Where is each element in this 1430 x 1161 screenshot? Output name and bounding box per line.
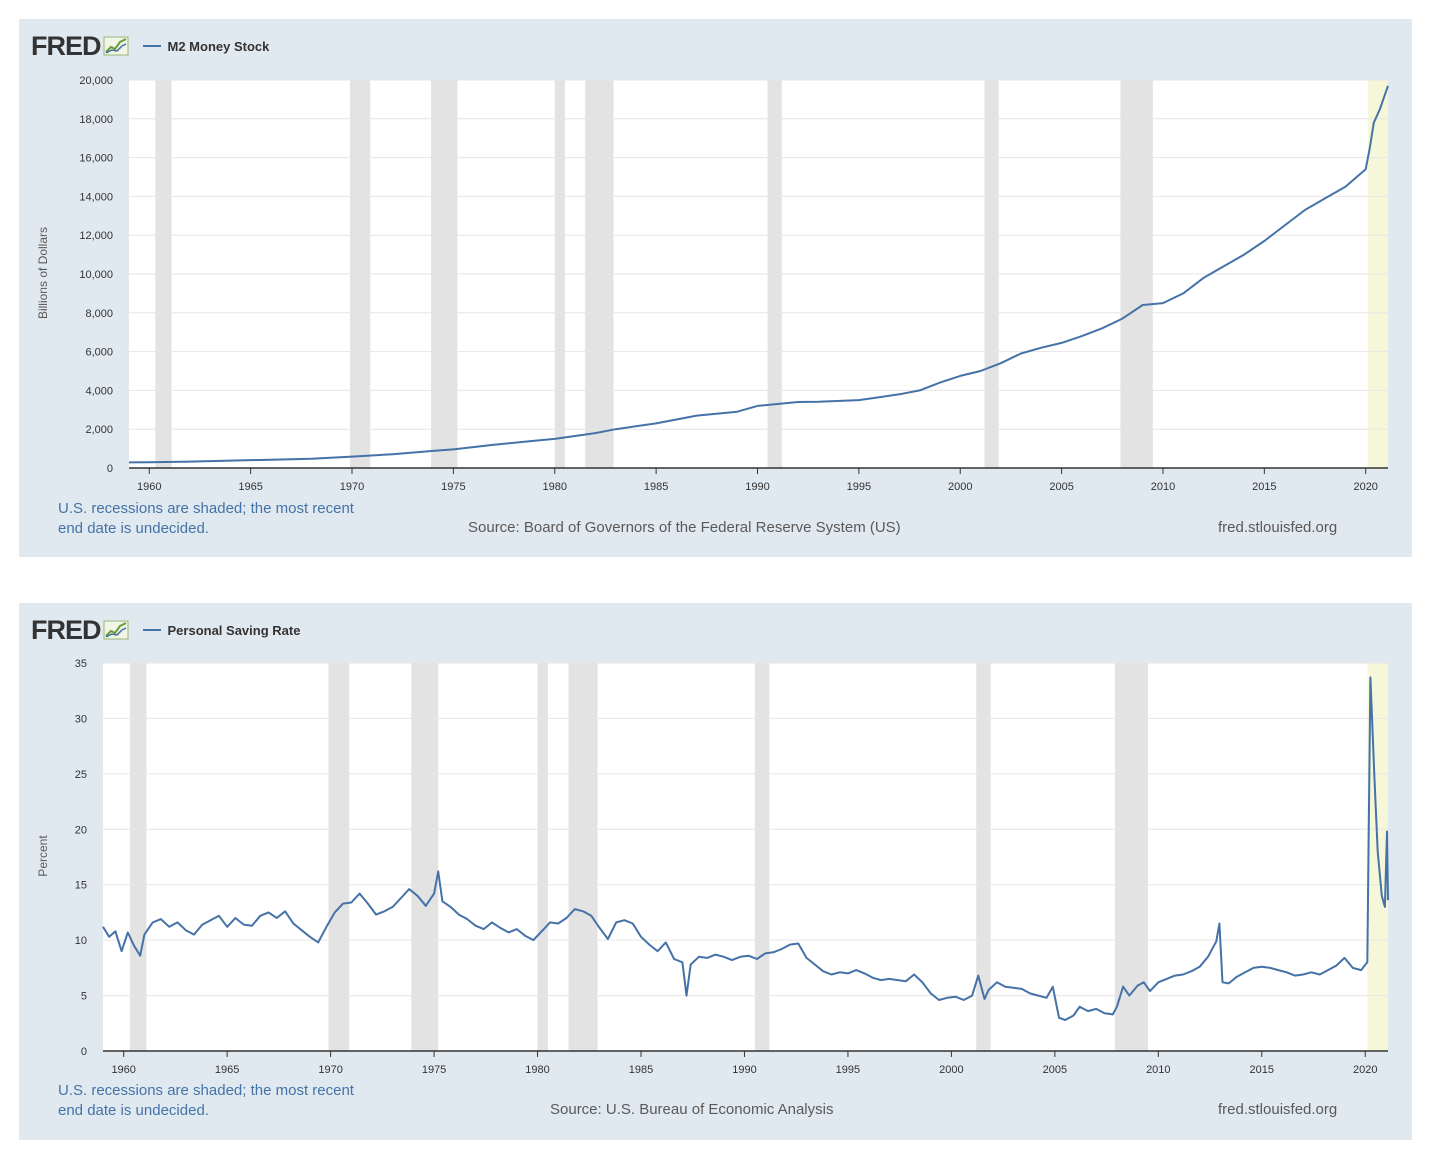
recession-note: U.S. recessions are shaded; the most rec… [58,1081,354,1121]
recession-band [129,663,147,1051]
y-tick-label: 20 [75,824,87,836]
y-tick-label: 8,000 [85,308,113,320]
x-tick-label: 2010 [1151,481,1175,493]
series-line[interactable] [128,85,1389,464]
x-tick-label: 1975 [441,481,465,493]
x-tick-label: 1990 [745,481,769,493]
recession-band [568,663,598,1051]
x-tick-label: 1975 [422,1064,446,1076]
x-tick-label: 1965 [215,1064,239,1076]
source-text: Source: Board of Governors of the Federa… [468,519,901,536]
y-tick-label: 35 [75,658,87,670]
y-tick-label: 6,000 [85,347,113,359]
y-tick-label: 18,000 [79,114,113,126]
saving-rate-line-chart[interactable]: 0 5 10 15 20 25 30 35 1960 1965 1970 1975 1980 1985 19… [19,603,1412,1140]
x-tick-label: 1970 [340,481,364,493]
y-tick-label: 0 [81,1046,87,1058]
chart-header: FRED M2 Money Stock [31,29,269,63]
source-text: Source: U.S. Bureau of Economic Analysis [550,1101,834,1118]
fred-chart-icon [103,620,128,640]
recession-note-line2: end date is undecided. [58,1102,209,1119]
recession-band [976,663,991,1051]
recession-band [754,663,770,1051]
x-tick-label: 1980 [525,1064,549,1076]
y-tick-label: 10,000 [79,269,113,281]
x-tick-label: 1980 [543,481,567,493]
legend-label: Personal Saving Rate [167,622,301,638]
x-tick-label: 2000 [939,1064,963,1076]
y-tick-label: 20,000 [79,75,113,87]
y-tick-label: 15 [75,880,87,892]
y-tick-label: 10 [75,935,87,947]
legend-line-swatch [142,45,161,47]
recession-note-line2: end date is undecided. [58,520,209,537]
y-tick-label: 0 [107,463,113,475]
m2-line-chart[interactable]: 0 2,000 4,000 6,000 8,000 10,000 12,000 14,000 1… [19,19,1412,557]
recession-note-line1: U.S. recessions are shaded; the most rec… [58,500,354,517]
x-tick-label: 1960 [137,481,161,493]
y-tick-label: 2,000 [85,424,113,436]
x-tick-label: 1985 [644,481,668,493]
x-tick-label: 2020 [1353,481,1377,493]
fred-logo: FRED [31,30,101,61]
legend-line-swatch [142,629,161,631]
legend[interactable]: Personal Saving Rate [142,622,301,638]
recession-band [537,663,548,1051]
fred-url-link[interactable]: fred.stlouisfed.org [1218,519,1338,536]
plot-area [103,663,1388,1051]
x-tick-label: 1995 [836,1064,860,1076]
x-tick-label: 2020 [1353,1064,1377,1076]
y-tick-label: 12,000 [79,230,113,242]
x-tick-label: 1960 [111,1064,135,1076]
y-tick-label: 30 [75,713,87,725]
chart-header: FRED Personal Saving Rate [31,613,300,647]
series-line[interactable] [102,676,1389,1021]
y-tick-label: 25 [75,769,87,781]
x-tick-label: 2005 [1043,1064,1067,1076]
recession-note-line1: U.S. recessions are shaded; the most rec… [58,1082,354,1099]
x-tick-label: 2015 [1252,481,1276,493]
fred-logo: FRED [31,614,101,645]
recession-band [328,663,350,1051]
fred-url-link[interactable]: fred.stlouisfed.org [1218,1101,1338,1118]
legend-label: M2 Money Stock [167,38,270,54]
x-tick-label: 2010 [1146,1064,1170,1076]
fred-chart-icon [103,36,128,56]
x-tick-label: 2000 [948,481,972,493]
x-tick-label: 2015 [1250,1064,1274,1076]
x-tick-label: 1990 [732,1064,756,1076]
y-tick-label: 14,000 [79,191,113,203]
legend[interactable]: M2 Money Stock [142,38,270,54]
y-tick-label: 16,000 [79,153,113,165]
y-tick-label: 5 [81,991,87,1003]
recession-note: U.S. recessions are shaded; the most rec… [58,499,354,539]
recession-band [411,663,439,1051]
m2-chart-panel: FRED M2 Money Stock Billions of Dollars … [19,19,1412,557]
x-tick-label: 1995 [847,481,871,493]
y-tick-label: 4,000 [85,385,113,397]
x-tick-label: 1970 [318,1064,342,1076]
saving-rate-chart-panel: FRED Personal Saving Rate Percent 0 5 10 15… [19,603,1412,1140]
recession-band [1114,663,1148,1051]
x-tick-label: 1985 [629,1064,653,1076]
x-tick-label: 1965 [238,481,262,493]
x-tick-label: 2005 [1049,481,1073,493]
